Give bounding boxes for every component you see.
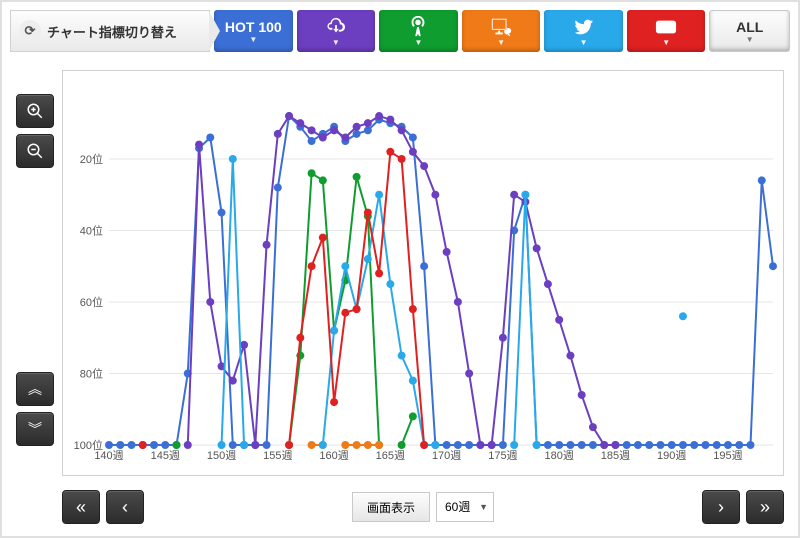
- chevron-right-icon: ›: [718, 497, 724, 518]
- monitor-search-icon: [490, 16, 512, 38]
- dropdown-icon: ▼: [249, 37, 257, 43]
- svg-text:145週: 145週: [151, 449, 180, 462]
- chart-page: ⟳ チャート指標切り替え HOT 100 ▼ ▼ ▼ ▼ ▼ ▼ ALL: [0, 0, 800, 538]
- download-cloud-icon: [325, 16, 347, 38]
- svg-text:155週: 155週: [263, 449, 292, 462]
- dropdown-icon: ▼: [497, 40, 505, 46]
- tab-radio[interactable]: ▼: [379, 10, 458, 52]
- svg-text:175週: 175週: [488, 449, 517, 462]
- tab-download[interactable]: ▼: [297, 10, 376, 52]
- dropdown-icon: ▼: [580, 40, 588, 46]
- twitter-icon: [573, 16, 595, 38]
- chevron-left-icon: ‹: [122, 497, 128, 518]
- tab-row: ⟳ チャート指標切り替え HOT 100 ▼ ▼ ▼ ▼ ▼ ▼ ALL: [10, 10, 790, 52]
- tab-hot100[interactable]: HOT 100 ▼: [214, 10, 293, 52]
- page-next-button[interactable]: ›: [702, 490, 740, 524]
- tab-twitter[interactable]: ▼: [544, 10, 623, 52]
- dropdown-icon: ▼: [746, 37, 754, 43]
- nav-left-group: « ‹: [62, 490, 144, 524]
- double-chevron-left-icon: «: [76, 497, 86, 518]
- double-chevron-up-icon: ︽: [28, 385, 42, 393]
- zoom-out-button[interactable]: [16, 134, 54, 168]
- svg-text:150週: 150週: [207, 449, 236, 462]
- zoom-controls: [16, 94, 54, 168]
- svg-text:20位: 20位: [80, 152, 103, 166]
- tab-hot100-label: HOT 100: [225, 19, 282, 35]
- svg-text:40位: 40位: [80, 223, 103, 237]
- zoom-in-icon: [26, 102, 44, 120]
- zoom-in-button[interactable]: [16, 94, 54, 128]
- chart-container: 20位40位60位80位100位140週145週150週155週160週165週…: [62, 70, 784, 476]
- nav-right-group: › »: [702, 490, 784, 524]
- display-button[interactable]: 画面表示: [352, 492, 430, 522]
- double-chevron-down-icon: ︾: [28, 425, 42, 433]
- page-prev-button[interactable]: ‹: [106, 490, 144, 524]
- dropdown-icon: ▼: [414, 40, 422, 46]
- rank-chart: 20位40位60位80位100位140週145週150週155週160週165週…: [63, 71, 783, 475]
- scroll-down-button[interactable]: ︾: [16, 412, 54, 446]
- tab-youtube[interactable]: ▼: [627, 10, 706, 52]
- radio-tower-icon: [407, 16, 429, 38]
- dropdown-icon: ▼: [332, 40, 340, 46]
- svg-text:195週: 195週: [713, 449, 742, 462]
- youtube-icon: [655, 16, 677, 38]
- cycle-icon: ⟳: [19, 20, 41, 42]
- page-first-button[interactable]: «: [62, 490, 100, 524]
- display-group: 画面表示 60週: [352, 492, 494, 522]
- page-last-button[interactable]: »: [746, 490, 784, 524]
- svg-text:140週: 140週: [94, 449, 123, 462]
- svg-text:170週: 170週: [432, 449, 461, 462]
- dropdown-icon: ▼: [662, 40, 670, 46]
- range-select-wrap: 60週: [436, 492, 494, 522]
- double-chevron-right-icon: »: [760, 497, 770, 518]
- svg-text:60位: 60位: [80, 295, 103, 309]
- tab-lead-label: チャート指標切り替え: [47, 22, 177, 41]
- svg-text:180週: 180週: [544, 449, 573, 462]
- bottom-controls: « ‹ 画面表示 60週 › »: [62, 490, 784, 524]
- tab-all-label: ALL: [736, 19, 763, 35]
- svg-text:165週: 165週: [376, 449, 405, 462]
- svg-text:160週: 160週: [319, 449, 348, 462]
- tab-lookup[interactable]: ▼: [462, 10, 541, 52]
- svg-text:185週: 185週: [601, 449, 630, 462]
- range-select[interactable]: 60週: [436, 492, 494, 522]
- zoom-out-icon: [26, 142, 44, 160]
- scroll-up-button[interactable]: ︽: [16, 372, 54, 406]
- scroll-controls: ︽ ︾: [16, 372, 54, 446]
- svg-text:80位: 80位: [80, 366, 103, 380]
- tab-lead: ⟳ チャート指標切り替え: [10, 10, 210, 52]
- svg-text:190週: 190週: [657, 449, 686, 462]
- tab-all[interactable]: ALL ▼: [709, 10, 790, 52]
